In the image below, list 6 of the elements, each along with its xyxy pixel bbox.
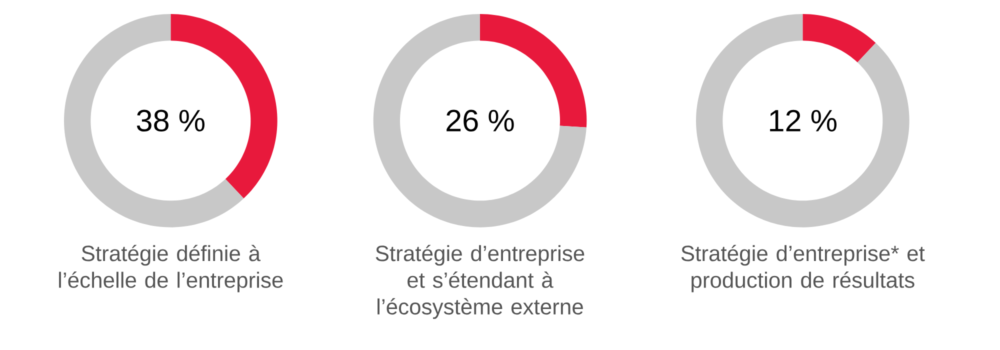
text: 38 %: [136, 110, 204, 132]
text: Stratégie définie à l’échelle de l’entreprise: [59, 244, 283, 292]
text: 12 %: [770, 110, 837, 132]
text: 26 %: [446, 110, 514, 132]
text: Stratégie d’entreprise et s’étendant à l’écosystème externe: [376, 244, 584, 319]
text: Stratégie d’entreprise* et production de résultats: [681, 244, 925, 292]
